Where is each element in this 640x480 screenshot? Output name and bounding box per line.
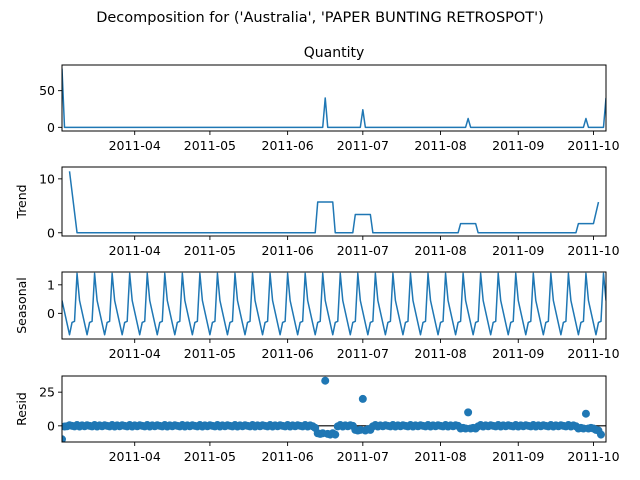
resid-point (331, 430, 340, 439)
xtick-label: 2011-10 (567, 346, 619, 361)
xtick-label: 2011-05 (184, 138, 236, 153)
xtick-label: 2011-04 (109, 449, 161, 464)
xtick-label: 2011-04 (109, 138, 161, 153)
resid-point (464, 408, 473, 417)
xtick-label: 2011-06 (262, 138, 314, 153)
ytick-label: 10 (39, 171, 55, 186)
subplot-title: Quantity (304, 45, 365, 61)
series-line (62, 68, 606, 129)
axes-frame (61, 271, 607, 340)
xtick-label: 2011-09 (492, 346, 544, 361)
xtick-label: 2011-10 (567, 449, 619, 464)
ylabel: Resid (14, 392, 29, 426)
xtick-label: 2011-08 (414, 449, 466, 464)
resid-point (596, 430, 605, 439)
resid-point (62, 435, 66, 442)
plot-area (62, 272, 606, 336)
resid-point (321, 376, 330, 385)
xtick-label: 2011-07 (337, 138, 389, 153)
subplot-panels: Quantity 0 50 2011-04 2011-05 2011-06 2011-07 2… (14, 45, 620, 464)
resid-point (581, 409, 590, 418)
xtick-label: 2011-06 (262, 449, 314, 464)
xtick-label: 2011-06 (262, 243, 314, 258)
resid-point (358, 394, 367, 403)
subplot-1: Quantity 0 50 2011-04 2011-05 2011-06 2011-07 2… (39, 45, 620, 153)
subplot-4: Resid 0 25 2011-04 2011-05 2011-06 2011-07 2011… (14, 375, 620, 464)
ytick-label: 1 (47, 277, 55, 292)
xtick-label: 2011-09 (492, 449, 544, 464)
ytick-label: 0 (47, 225, 55, 240)
xtick-label: 2011-05 (184, 449, 236, 464)
series-line (62, 272, 606, 336)
subplot-3: Seasonal 0 1 2011-04 2011-05 2011-06 2011-07 20… (14, 271, 620, 361)
xtick-label: 2011-09 (492, 138, 544, 153)
series-line (68, 171, 600, 234)
ylabel: Seasonal (14, 277, 29, 334)
ytick-label: 25 (39, 385, 55, 400)
ytick-label: 0 (47, 120, 55, 135)
axes-frame (61, 166, 607, 237)
plot-area (68, 171, 600, 234)
xtick-label: 2011-07 (337, 449, 389, 464)
ylabel: Trend (14, 184, 29, 219)
xtick-label: 2011-08 (414, 243, 466, 258)
xtick-label: 2011-08 (414, 346, 466, 361)
axes-frame (61, 64, 607, 132)
xtick-label: 2011-10 (567, 243, 619, 258)
xtick-label: 2011-04 (109, 346, 161, 361)
xtick-label: 2011-07 (337, 243, 389, 258)
xtick-label: 2011-05 (184, 243, 236, 258)
plot-area (62, 376, 606, 442)
xtick-label: 2011-08 (414, 138, 466, 153)
plot-area (62, 68, 606, 129)
ytick-label: 0 (47, 418, 55, 433)
ytick-label: 50 (39, 83, 55, 98)
subplot-2: Trend 0 10 2011-04 2011-05 2011-06 2011-07 2011… (14, 166, 620, 258)
xtick-label: 2011-04 (109, 243, 161, 258)
xtick-label: 2011-06 (262, 346, 314, 361)
axes-frame (61, 375, 607, 443)
xtick-label: 2011-09 (492, 243, 544, 258)
ytick-label: 0 (47, 306, 55, 321)
xtick-label: 2011-10 (567, 138, 619, 153)
xtick-label: 2011-05 (184, 346, 236, 361)
xtick-label: 2011-07 (337, 346, 389, 361)
figure-title: Decomposition for ('Australia', 'PAPER B… (96, 10, 544, 26)
